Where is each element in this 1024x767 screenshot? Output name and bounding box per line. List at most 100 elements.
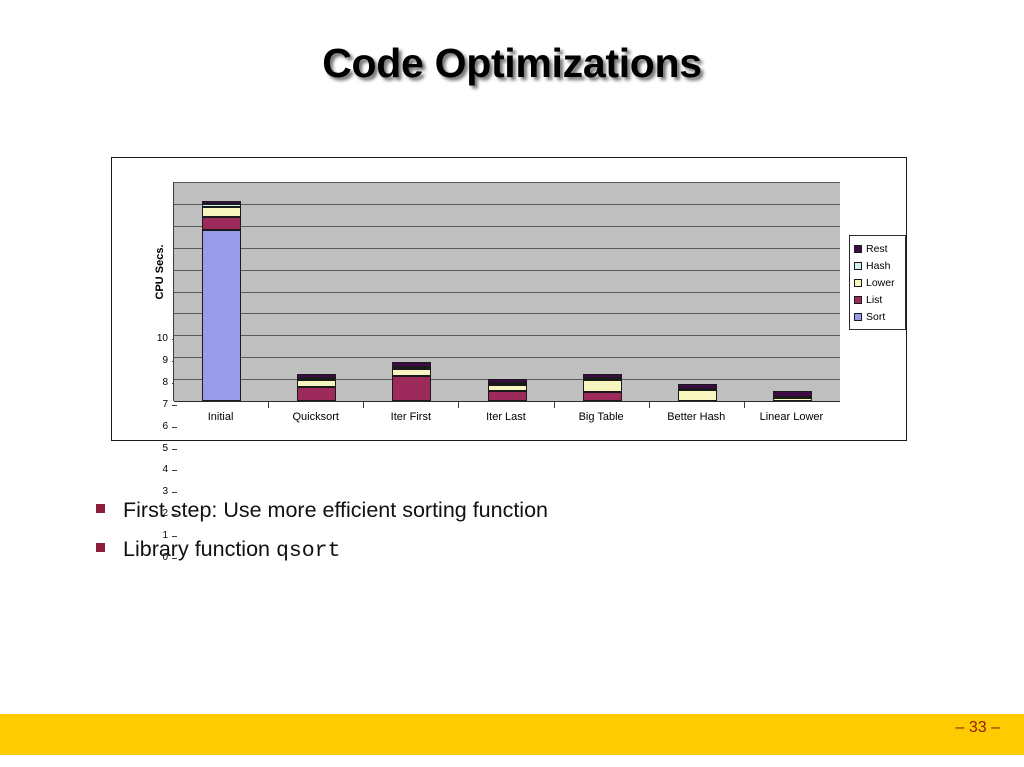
bar-segment-list [487,391,527,401]
page-number: – 33 – [955,719,1000,736]
legend-swatch-icon [854,261,862,270]
y-tick-mark [172,514,177,516]
bar-segment-hash [392,367,432,370]
bar-segment-lower [582,380,622,393]
x-tick-mark [458,402,460,408]
gridline [174,203,840,205]
y-tick-label: 4 [162,464,168,476]
plot-area [173,182,840,402]
bar-better-hash [677,383,717,401]
bar-linear-lower [772,391,812,401]
y-axis-ticks: 0 1 2 3 4 5 6 7 8 9 10 [120,334,177,563]
bar-segment-lower [202,207,242,218]
legend-swatch-icon [854,295,862,304]
y-tick-label: 1 [162,530,168,542]
legend-item-sort: Sort [854,308,902,325]
bullet-marker-icon [96,543,105,552]
x-tick-label: Big Table [578,411,624,423]
bar-segment-hash [297,378,337,381]
bar-iter-first [392,362,432,401]
x-tick-label: Iter Last [486,411,526,423]
y-tick-mark [172,448,177,450]
x-tick-label: Better Hash [667,411,726,423]
bar-segment-rest [487,378,527,384]
bar-segment-list [297,386,337,401]
bar-segment-lower [487,384,527,392]
y-tick-mark [172,470,177,472]
bullet-item-1: First step: Use more efficient sorting f… [96,498,896,523]
bar-iter-last [487,378,527,401]
x-tick-mark [268,402,270,408]
legend-label: Lower [866,276,895,289]
legend-item-list: List [854,291,902,308]
y-tick-label: 0 [162,552,168,563]
y-tick-label: 6 [162,420,168,432]
y-tick-label: 9 [162,354,168,366]
bullet-text: First step: Use more efficient sorting f… [123,498,549,522]
bar-segment-rest [582,373,622,379]
bar-segment-hash [582,378,622,381]
bar-segment-hash [202,204,242,208]
bar-segment-lower [772,397,812,401]
bar-segment-rest [772,391,812,397]
legend-swatch-icon [854,244,862,253]
bar-segment-rest [677,383,717,389]
y-tick-label: 8 [162,376,168,388]
x-tick-label: Initial [207,411,234,423]
legend-label: Sort [866,310,886,323]
x-tick-label: Quicksort [292,411,339,423]
bullet-marker-icon [96,504,105,513]
x-tick-mark [553,402,555,408]
y-tick-mark [172,426,177,428]
y-tick-mark [172,404,177,406]
bar-segment-lower [297,380,337,387]
x-tick-mark [648,402,650,408]
gridline [174,269,840,271]
bar-segment-rest [202,200,242,205]
gridline [174,357,840,359]
legend-item-lower: Lower [854,274,902,291]
gridline [174,291,840,293]
x-axis-labels: Initial Quicksort Iter First Iter Last Big T… [173,411,839,431]
bar-segment-rest [297,374,337,379]
bar-quicksort [297,374,337,401]
page-title: Code Optimizations [322,40,702,86]
bullet-text: Library function qsort [123,537,341,563]
bullet-item-2: Library function qsort [96,537,896,563]
bullet-list: First step: Use more efficient sorting f… [96,498,896,577]
legend-label: Rest [866,242,888,255]
legend-label: List [866,293,883,306]
bar-segment-list [202,217,242,231]
x-tick-mark [743,402,745,408]
y-tick-mark [172,558,177,559]
legend-item-rest: Rest [854,240,902,257]
x-axis-line [174,401,840,402]
footer-bar [0,714,1024,755]
y-tick-mark [172,536,177,538]
bar-segment-list [392,375,432,401]
y-tick-label: 2 [162,508,168,520]
gridline [174,335,840,337]
bar-segment-sort [202,230,242,401]
y-tick-mark [172,492,177,494]
bar-big-table [582,373,622,401]
bar-segment-lower [392,369,432,376]
y-tick-label: 7 [162,398,168,410]
gridline [174,182,840,183]
bar-initial [202,200,242,401]
legend-swatch-icon [854,278,862,287]
y-axis-title: CPU Secs. [154,244,166,300]
x-tick-label: Linear Lower [759,411,824,423]
bar-segment-lower [677,390,717,401]
y-tick-label: 10 [156,333,168,344]
gridline [174,225,840,227]
bullet-code-text: qsort [275,539,341,563]
bar-segment-list [582,392,622,401]
bar-segment-rest [392,362,432,368]
x-tick-label: Iter First [390,411,432,423]
y-tick-label: 5 [162,442,168,454]
gridline [174,247,840,249]
chart-container: CPU Secs. 0 1 2 3 4 5 6 7 8 9 10 Initial Quicksort I… [111,157,907,563]
x-tick-mark [363,402,365,408]
legend-item-hash: Hash [854,257,902,274]
